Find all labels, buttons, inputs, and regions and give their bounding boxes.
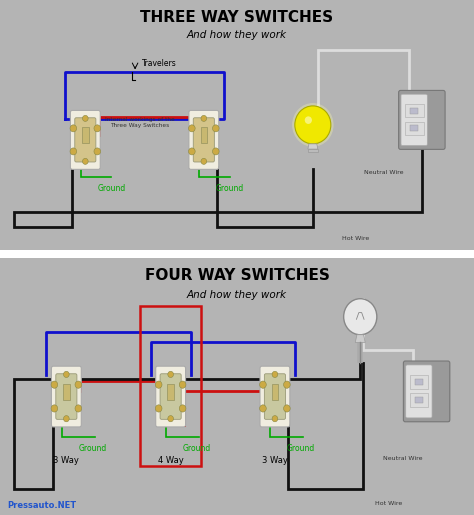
Circle shape	[272, 371, 278, 377]
FancyBboxPatch shape	[189, 110, 219, 169]
Circle shape	[70, 148, 77, 155]
Circle shape	[179, 405, 186, 412]
Text: Ground: Ground	[182, 443, 211, 453]
Circle shape	[51, 405, 58, 412]
FancyBboxPatch shape	[260, 366, 290, 427]
Bar	[410, 393, 428, 407]
FancyBboxPatch shape	[401, 94, 428, 146]
FancyBboxPatch shape	[407, 365, 450, 422]
Circle shape	[82, 115, 88, 122]
Circle shape	[189, 148, 195, 155]
Circle shape	[51, 381, 58, 388]
Circle shape	[64, 416, 69, 422]
Circle shape	[260, 405, 266, 412]
Circle shape	[201, 158, 207, 164]
Circle shape	[272, 416, 278, 422]
Circle shape	[292, 103, 334, 147]
Text: THREE WAY SWITCHES: THREE WAY SWITCHES	[140, 10, 334, 25]
Bar	[167, 384, 174, 400]
Text: Hot Wire: Hot Wire	[375, 501, 402, 506]
FancyBboxPatch shape	[399, 91, 445, 149]
Text: Ground: Ground	[78, 443, 107, 453]
Circle shape	[94, 148, 100, 155]
Text: 3 Way: 3 Way	[262, 456, 288, 466]
Circle shape	[168, 371, 173, 377]
Circle shape	[189, 125, 195, 132]
Circle shape	[305, 116, 312, 124]
Circle shape	[75, 405, 82, 412]
FancyBboxPatch shape	[75, 118, 96, 162]
FancyBboxPatch shape	[264, 374, 285, 419]
FancyBboxPatch shape	[402, 94, 445, 149]
Bar	[405, 122, 424, 135]
Circle shape	[260, 381, 266, 388]
Text: Ground: Ground	[97, 184, 126, 193]
Circle shape	[283, 405, 290, 412]
Text: Neutral Wire: Neutral Wire	[364, 170, 404, 175]
Bar	[410, 375, 428, 389]
FancyBboxPatch shape	[403, 361, 450, 422]
Circle shape	[155, 405, 162, 412]
FancyBboxPatch shape	[56, 374, 77, 419]
FancyBboxPatch shape	[160, 374, 181, 419]
Bar	[410, 125, 418, 131]
Circle shape	[295, 106, 331, 144]
Polygon shape	[356, 335, 365, 342]
Bar	[201, 127, 207, 143]
Text: Pressauto.NET: Pressauto.NET	[7, 501, 76, 510]
Text: Neutral Wire: Neutral Wire	[383, 456, 423, 461]
Text: Ground: Ground	[287, 443, 315, 453]
Text: And how they work: And how they work	[187, 30, 287, 40]
Circle shape	[94, 125, 100, 132]
FancyBboxPatch shape	[155, 366, 186, 427]
FancyBboxPatch shape	[51, 366, 82, 427]
FancyBboxPatch shape	[406, 365, 432, 418]
Bar	[405, 105, 424, 117]
Circle shape	[201, 115, 207, 122]
Text: And how they work: And how they work	[187, 289, 287, 300]
Bar	[308, 149, 318, 152]
Circle shape	[212, 148, 219, 155]
Bar	[140, 306, 201, 466]
FancyBboxPatch shape	[193, 118, 214, 162]
Text: 4 Way: 4 Way	[158, 456, 183, 466]
Text: Internal workings of the
Three Way Switches: Internal workings of the Three Way Switc…	[105, 117, 175, 128]
Circle shape	[168, 416, 173, 422]
Circle shape	[283, 381, 290, 388]
Bar	[272, 384, 278, 400]
Circle shape	[212, 125, 219, 132]
Text: Hot Wire: Hot Wire	[342, 236, 369, 242]
Circle shape	[179, 381, 186, 388]
Bar	[410, 108, 418, 114]
Circle shape	[344, 299, 377, 335]
Bar	[415, 397, 423, 403]
Circle shape	[64, 371, 69, 377]
Polygon shape	[308, 144, 318, 149]
Circle shape	[70, 125, 77, 132]
Text: 3 Way: 3 Way	[54, 456, 79, 466]
Bar	[82, 127, 89, 143]
Circle shape	[155, 381, 162, 388]
Circle shape	[75, 381, 82, 388]
Bar	[415, 379, 423, 385]
Bar	[63, 384, 70, 400]
Circle shape	[82, 158, 88, 164]
Text: Ground: Ground	[216, 184, 244, 193]
Text: FOUR WAY SWITCHES: FOUR WAY SWITCHES	[145, 268, 329, 283]
FancyBboxPatch shape	[70, 110, 100, 169]
Text: Travelers: Travelers	[142, 59, 177, 68]
